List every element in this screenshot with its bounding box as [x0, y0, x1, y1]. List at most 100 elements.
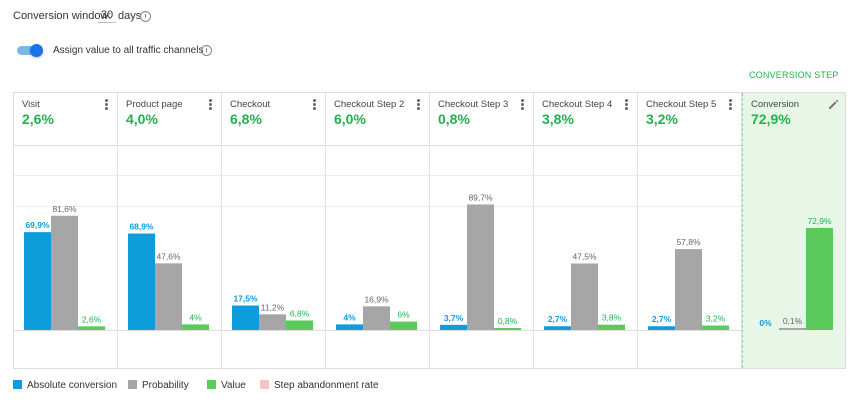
- bar-probability[interactable]: [363, 306, 390, 330]
- legend-label: Probability: [142, 380, 189, 391]
- data-label: 69,9%: [25, 220, 50, 230]
- bar-value[interactable]: [390, 321, 417, 330]
- legend-swatch: [207, 380, 216, 389]
- bar-probability[interactable]: [779, 328, 806, 330]
- bar-absolute-conversion[interactable]: [544, 326, 571, 330]
- step-name: Checkout Step 5: [646, 99, 717, 110]
- data-label: 72,9%: [807, 216, 832, 226]
- data-label: 4%: [343, 312, 356, 322]
- bar-probability[interactable]: [467, 204, 494, 330]
- data-label: 3,7%: [444, 313, 464, 323]
- bar-value[interactable]: [806, 227, 833, 330]
- data-label: 57,8%: [676, 237, 701, 247]
- bar-absolute-conversion[interactable]: [648, 326, 675, 330]
- step-column-checkout-step-4: Checkout Step 4 3,8%: [534, 93, 638, 368]
- bar-value[interactable]: [702, 325, 729, 330]
- data-label: 81,6%: [52, 204, 77, 214]
- step-column-visit: Visit 2,6%: [14, 93, 118, 368]
- data-label: 0%: [759, 318, 772, 328]
- more-vert-icon[interactable]: [105, 99, 109, 111]
- step-percentage: 6,8%: [230, 111, 262, 127]
- data-label: 6%: [397, 310, 410, 320]
- more-vert-icon[interactable]: [313, 99, 317, 111]
- data-label: 2,6%: [82, 314, 102, 324]
- conversion-window-label: Conversion window:: [13, 10, 112, 22]
- step-name: Product page: [126, 99, 183, 110]
- legend-label: Step abandonment rate: [274, 380, 379, 391]
- funnel-table: Visit 2,6% Product page 4,0% Checkout 6,…: [13, 92, 846, 369]
- data-label: 0,1%: [783, 316, 803, 326]
- more-vert-icon[interactable]: [521, 99, 525, 111]
- data-label: 3,8%: [602, 313, 622, 323]
- more-vert-icon[interactable]: [417, 99, 421, 111]
- data-label: 17,5%: [233, 294, 258, 304]
- data-label: 68,9%: [129, 222, 154, 232]
- data-label: 89,7%: [468, 192, 493, 202]
- bar-probability[interactable]: [155, 263, 182, 330]
- bar-value[interactable]: [286, 320, 313, 330]
- legend-item-absolute-conversion[interactable]: Absolute conversion: [13, 380, 117, 391]
- step-name: Checkout Step 3: [438, 99, 509, 110]
- step-percentage: 0,8%: [438, 111, 470, 127]
- data-label: 11,2%: [261, 302, 285, 312]
- legend-swatch: [13, 380, 22, 389]
- step-name: Checkout Step 4: [542, 99, 613, 110]
- legend-swatch: [128, 380, 137, 389]
- toggle-thumb: [30, 44, 43, 57]
- step-percentage: 2,6%: [22, 111, 54, 127]
- bar-value[interactable]: [494, 328, 521, 330]
- more-vert-icon[interactable]: [625, 99, 629, 111]
- data-label: 0,8%: [498, 316, 518, 326]
- step-name: Checkout: [230, 99, 271, 110]
- step-column-checkout: Checkout 6,8%: [222, 93, 326, 368]
- step-percentage: 4,0%: [126, 111, 158, 127]
- step-percentage: 6,0%: [334, 111, 366, 127]
- legend-swatch: [260, 380, 269, 389]
- funnel-bar-chart: 69,9%81,6% 2,6% 68,9% 47,6% 4% 17,5%11,2% 6,8%…: [24, 192, 833, 331]
- bar-value[interactable]: [78, 326, 105, 330]
- step-percentage: 3,2%: [646, 111, 678, 127]
- bar-value[interactable]: [182, 324, 209, 330]
- step-name: Visit: [22, 99, 40, 110]
- bar-value[interactable]: [598, 324, 625, 330]
- step-column-checkout-step-5: Checkout Step 5 3,2%: [638, 93, 742, 368]
- conversion-step-header: CONVERSION STEP: [749, 70, 839, 80]
- assign-value-toggle[interactable]: [17, 44, 43, 57]
- data-label: 47,6%: [156, 251, 181, 261]
- more-vert-icon[interactable]: [729, 99, 733, 111]
- legend-item-probability[interactable]: Probability: [128, 380, 189, 391]
- conversion-window-info-icon[interactable]: i: [140, 11, 151, 22]
- legend-item-step-abandonment-rate[interactable]: Step abandonment rate: [260, 380, 379, 391]
- legend-label: Absolute conversion: [27, 380, 118, 391]
- conversion-window-unit: days: [118, 10, 142, 22]
- data-label: 2,7%: [652, 314, 672, 324]
- step-column-product-page: Product page 4,0%: [118, 93, 222, 368]
- edit-pencil-icon[interactable]: [827, 98, 839, 110]
- data-label: 6,8%: [290, 308, 310, 318]
- data-label: 3,2%: [706, 314, 726, 324]
- data-label: 2,7%: [548, 314, 568, 324]
- step-name: Checkout Step 2: [334, 99, 405, 110]
- legend-label: Value: [221, 380, 246, 391]
- bar-absolute-conversion[interactable]: [336, 324, 363, 330]
- bar-probability[interactable]: [51, 215, 78, 330]
- bar-probability[interactable]: [675, 249, 702, 330]
- data-label: 16,9%: [364, 294, 389, 304]
- toggle-track: [17, 46, 41, 55]
- bar-probability[interactable]: [259, 314, 286, 330]
- step-percentage: 72,9%: [751, 111, 791, 127]
- legend-item-value[interactable]: Value: [207, 380, 246, 391]
- assign-value-label: Assign value to all traffic channels: [53, 45, 204, 56]
- more-vert-icon[interactable]: [209, 99, 213, 111]
- assign-value-info-icon[interactable]: i: [201, 45, 212, 56]
- step-name: Conversion: [751, 99, 800, 110]
- bar-absolute-conversion[interactable]: [232, 305, 259, 331]
- step-percentage: 3,8%: [542, 111, 574, 127]
- bar-absolute-conversion[interactable]: [440, 324, 467, 330]
- data-label: 47,5%: [572, 252, 597, 262]
- bar-absolute-conversion[interactable]: [24, 232, 51, 330]
- bar-absolute-conversion[interactable]: [128, 233, 155, 330]
- conversion-window-input[interactable]: [98, 8, 116, 23]
- bar-probability[interactable]: [571, 263, 598, 331]
- step-column-checkout-step-3: Checkout Step 3 0,8%: [430, 93, 534, 368]
